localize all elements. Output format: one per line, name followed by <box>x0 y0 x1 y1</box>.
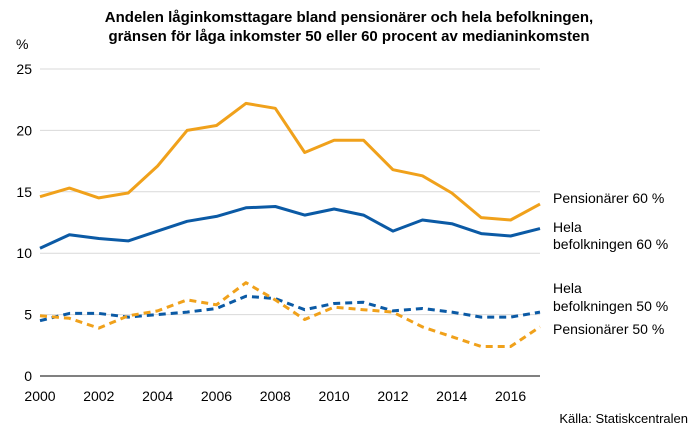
y-tick-label: 15 <box>16 184 32 200</box>
y-tick-label: 10 <box>16 245 32 261</box>
x-tick-label: 2002 <box>83 388 114 404</box>
x-tick-label: 2008 <box>260 388 291 404</box>
y-tick-label: 25 <box>16 61 32 77</box>
x-tick-label: 2010 <box>319 388 350 404</box>
x-tick-labels: 2000 2002 2004 2006 2008 2010 2012 2014 2016 <box>24 388 526 404</box>
series-lines <box>39 101 541 348</box>
series-label-hela50: befolkningen 50 % <box>553 298 668 314</box>
series-line-hela50 <box>39 294 541 323</box>
x-tick-label: 2004 <box>142 388 173 404</box>
series-line-hela60 <box>39 205 541 250</box>
y-tick-label: 20 <box>16 122 32 138</box>
series-label-hela50: Hela <box>553 280 582 296</box>
x-tick-label: 2014 <box>436 388 467 404</box>
chart-title-line-2: gränsen för låga inkomster 50 eller 60 p… <box>108 28 589 45</box>
series-label-hela60: befolkningen 60 % <box>553 236 668 252</box>
x-tick-label: 2016 <box>495 388 526 404</box>
gridlines <box>40 68 540 316</box>
series-label-pension60: Pensionärer 60 % <box>553 190 664 206</box>
y-tick-labels: 0 5 10 15 20 25 <box>16 61 32 384</box>
y-axis-unit-label: % <box>16 36 28 52</box>
source-note: Källa: Statiskcentralen <box>559 411 688 426</box>
x-tick-label: 2006 <box>201 388 232 404</box>
chart-title-line-1: Andelen låginkomsttagare bland pensionär… <box>105 9 593 26</box>
series-label-pension50: Pensionärer 50 % <box>553 321 664 337</box>
series-line-pension50 <box>39 281 541 348</box>
series-line-pension60 <box>39 101 541 222</box>
x-tick-label: 2012 <box>377 388 408 404</box>
series-label-hela60: Hela <box>553 219 582 235</box>
x-tick-label: 2000 <box>24 388 55 404</box>
y-tick-label: 5 <box>24 307 32 323</box>
y-tick-label: 0 <box>24 368 32 384</box>
